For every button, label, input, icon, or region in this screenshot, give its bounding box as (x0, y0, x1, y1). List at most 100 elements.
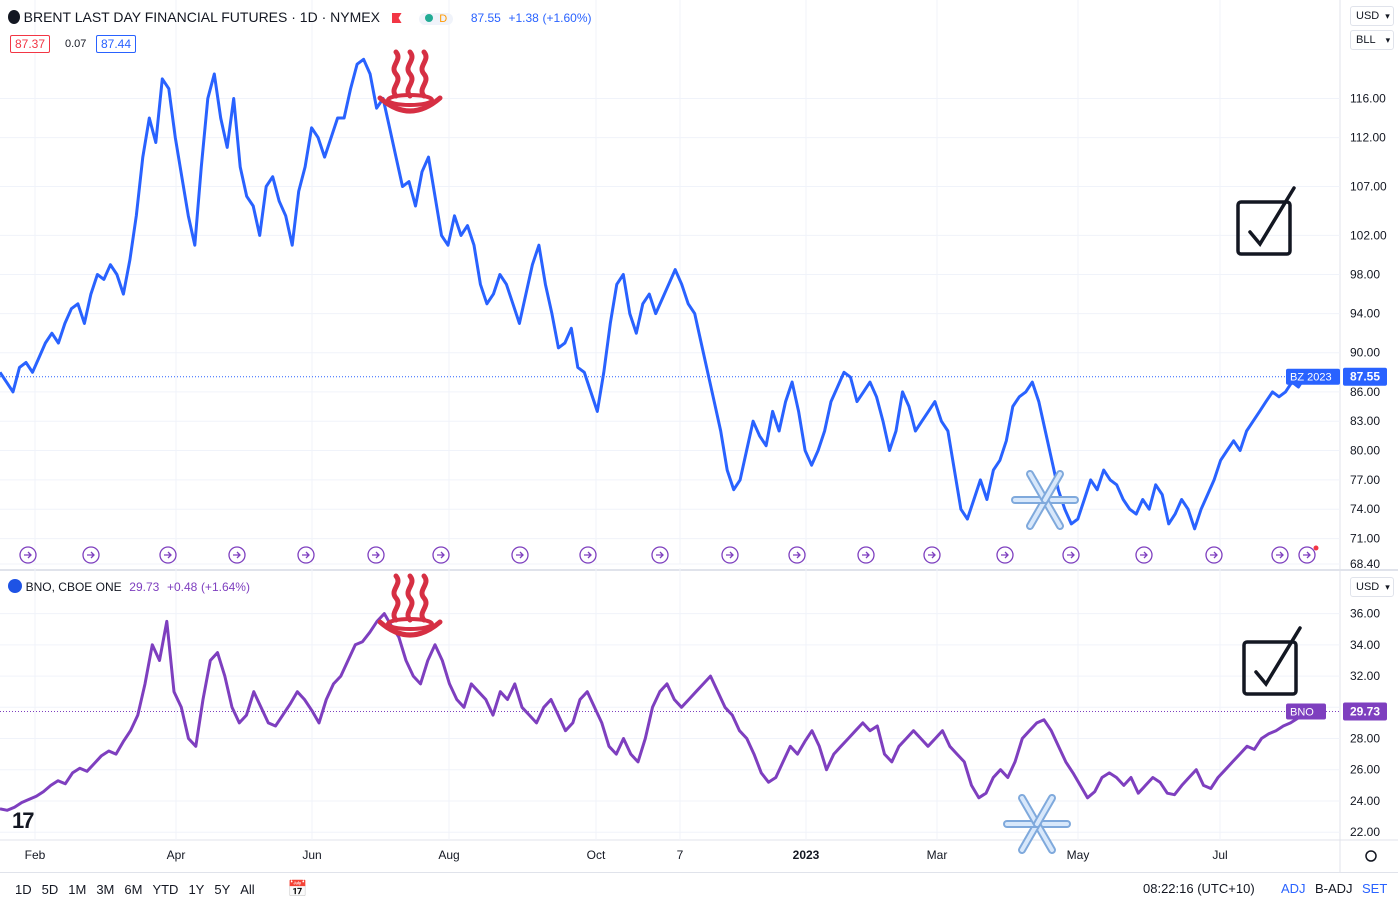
chart-area[interactable]: 116.00 112.00 107.00 102.00 98.00 94.00 90.00 8… (0, 0, 1398, 872)
period-1d[interactable]: 1D (15, 881, 32, 897)
arrow-icon (584, 551, 592, 559)
y-tick-label: 98.00 (1350, 268, 1380, 282)
y-tick-label: 116.00 (1350, 91, 1386, 105)
hot-springs-icon (377, 573, 443, 638)
period-3m[interactable]: 3M (96, 881, 115, 897)
period-buttons: 1D 5D 1M 3M 6M YTD 1Y 5Y All (10, 882, 260, 897)
period-6m[interactable]: 6M (124, 881, 143, 897)
currency-button-top[interactable]: USD ▾ (1350, 6, 1394, 26)
ask-price[interactable]: 87.44 (96, 35, 137, 53)
date-range-icon[interactable]: 📅 (287, 881, 308, 898)
status-letter: D (439, 13, 448, 25)
check-mark (1248, 186, 1296, 248)
top-change: +1.38 (508, 11, 539, 25)
y-tick-label: 26.00 (1350, 763, 1380, 777)
flake-arm-inner (1043, 498, 1062, 528)
y-tick-label: 94.00 (1350, 307, 1380, 321)
arrow-icon (1303, 551, 1311, 559)
flake-arm-inner (1028, 472, 1047, 502)
snowflake-icon (1003, 794, 1071, 854)
period-5d[interactable]: 5D (41, 881, 59, 897)
x-tick-label: Aug (438, 848, 459, 862)
y-tick-label: 80.00 (1350, 444, 1380, 458)
arrow-icon (793, 551, 801, 559)
arrow-icon (164, 551, 172, 559)
steam-wave (391, 573, 401, 623)
top-legend: BRENT LAST DAY FINANCIAL FUTURES · 1D · … (8, 9, 592, 25)
x-tick-label: Apr (167, 848, 186, 862)
gear-icon (1365, 850, 1377, 862)
adj-button[interactable]: ADJ (1281, 881, 1306, 896)
flag-icon[interactable] (391, 13, 402, 23)
top-title[interactable]: BRENT LAST DAY FINANCIAL FUTURES · 1D · … (23, 9, 380, 25)
x-tick-label: Feb (25, 848, 46, 862)
arrow-icon (1140, 551, 1148, 559)
unit-button[interactable]: BLL ▾ (1350, 30, 1394, 50)
status-dot-icon (425, 14, 434, 22)
y-tick-label: 71.00 (1350, 532, 1380, 546)
x-tick-label: Jul (1212, 848, 1227, 862)
period-1y[interactable]: 1Y (188, 881, 205, 897)
bid-price[interactable]: 87.37 (10, 35, 51, 53)
bottom-title[interactable]: BNO, CBOE ONE (25, 580, 122, 594)
pool-curve (377, 95, 443, 114)
y-tick-label: 68.40 (1350, 557, 1380, 571)
spread-value: 0.07 (65, 38, 87, 50)
unit-label: BLL (1356, 34, 1376, 46)
y-tick-label: 36.00 (1350, 607, 1380, 621)
settings-button[interactable]: SET (1362, 881, 1388, 896)
y-tick-label: 77.00 (1350, 473, 1380, 487)
checkbox-icon (1242, 626, 1302, 696)
bottom-change: +0.48 (166, 580, 198, 594)
period-5y[interactable]: 5Y (214, 881, 231, 897)
period-ytd[interactable]: YTD (152, 881, 179, 897)
x-tick-label: Oct (587, 848, 606, 862)
flake-arm-inner (1020, 822, 1039, 852)
check-mark (1254, 626, 1302, 688)
symbol-logo-icon (8, 10, 20, 24)
x-tick-label: May (1067, 848, 1090, 862)
y-tick-label: 83.00 (1350, 414, 1380, 428)
arrow-icon (862, 551, 870, 559)
clock-time[interactable]: 08:22:16 (UTC+10) (1143, 881, 1255, 896)
tradingview-logo[interactable]: 17 (12, 808, 35, 833)
bno-logo-icon (8, 579, 22, 593)
flake-arm-inner (1035, 822, 1054, 852)
steam-wave (419, 49, 429, 99)
x-tick-label: 2023 (793, 848, 820, 862)
currency-button-bottom[interactable]: USD ▾ (1350, 577, 1394, 597)
bottom-legend: BNO, CBOE ONE 29.73 +0.48 (+1.64%) (8, 579, 250, 594)
chevron-down-icon: ▾ (1385, 581, 1390, 592)
market-status[interactable]: D (419, 13, 454, 25)
arrow-icon (372, 551, 380, 559)
y-tick-label: 22.00 (1350, 825, 1380, 839)
bottom-change-pct: (+1.64%) (200, 580, 250, 594)
chevron-down-icon: ▾ (1385, 34, 1391, 45)
period-all[interactable]: All (240, 881, 255, 897)
y-tick-label: 107.00 (1350, 179, 1387, 193)
period-1m[interactable]: 1M (68, 881, 87, 897)
y-tick-label: 32.00 (1350, 669, 1380, 683)
y-tick-label: 90.00 (1350, 346, 1380, 360)
bottom-symbol-tag (1286, 703, 1326, 720)
steam-wave (405, 573, 415, 623)
bottom-price-tag-label: 29.73 (1350, 705, 1380, 719)
arrow-icon (1276, 551, 1284, 559)
y-tick-label: 28.00 (1350, 732, 1380, 746)
bottom-symbol-tag-label: BNO (1290, 707, 1314, 719)
top-change-pct: (+1.60%) (542, 11, 592, 25)
checkbox-icon (1236, 186, 1296, 256)
steam-wave (419, 573, 429, 623)
arrow-icon (1067, 551, 1075, 559)
pool-rim (386, 93, 434, 107)
arrow-icon (302, 551, 310, 559)
arrow-icon (437, 551, 445, 559)
arrow-icon (233, 551, 241, 559)
b-adj-button[interactable]: B-ADJ (1315, 881, 1353, 896)
alert-dot-icon (1313, 545, 1319, 551)
arrow-icon (928, 551, 936, 559)
steam-wave (405, 49, 415, 99)
hot-springs-icon (377, 49, 443, 114)
top-price-tag (1343, 367, 1387, 386)
arrow-icon (24, 551, 32, 559)
